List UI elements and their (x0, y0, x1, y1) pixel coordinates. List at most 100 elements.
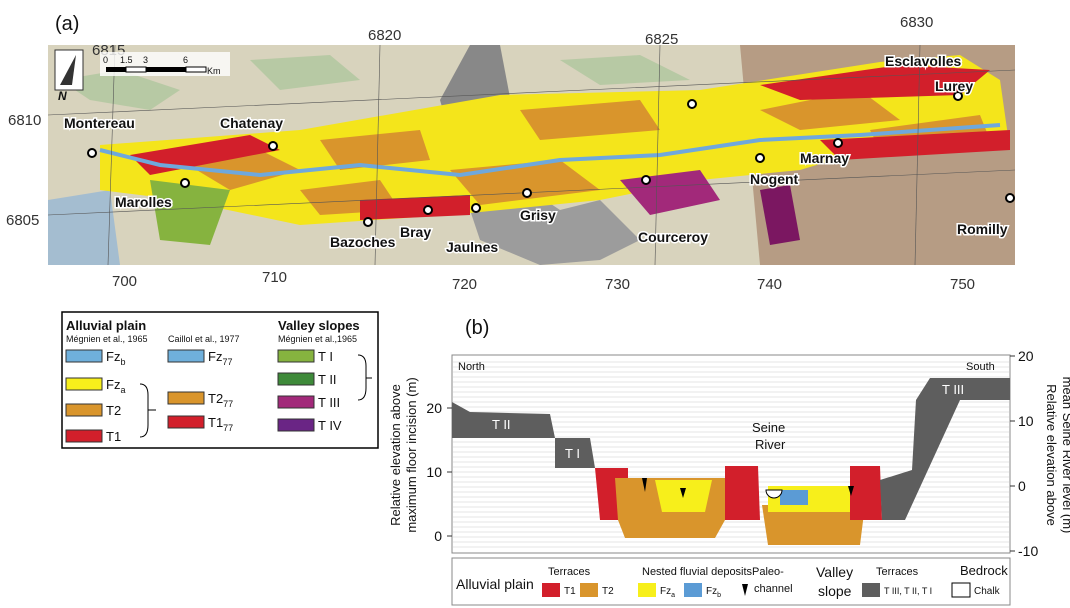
tick-label: -10 (1018, 543, 1038, 559)
river-label: Seine (752, 420, 785, 435)
t2-terrace (180, 90, 990, 215)
river-label: River (755, 437, 786, 452)
town-label: Montereau (64, 115, 135, 131)
grid-label: 6805 (6, 212, 39, 229)
alluvial-plain (100, 55, 1010, 225)
legend-item: Fz77 (208, 349, 232, 367)
legend-source: Mégnien et al., 1965 (66, 334, 148, 344)
legend-item: T II (318, 372, 337, 387)
legend-item: Fza (660, 586, 675, 599)
grid-label: 750 (950, 276, 975, 293)
north-label: North (458, 361, 485, 373)
t2 (762, 505, 865, 545)
legend-source: Caillol et al., 1977 (168, 334, 240, 344)
legend-heading: slope (818, 583, 852, 599)
panel-label: (a) (55, 13, 79, 35)
urban-area (48, 190, 120, 265)
right-axis: 20 10 0 -10 (1010, 348, 1038, 559)
legend-item: T IV (318, 418, 342, 433)
legend-source: Mégnien et al.,1965 (278, 334, 357, 344)
tick-label: 10 (426, 464, 442, 480)
legend-item: T177 (208, 415, 233, 433)
axis-label: Relative elevation above (388, 384, 403, 526)
legend-item: T2 (602, 586, 614, 597)
valley-slope-tiv (760, 185, 800, 245)
axis-label: maximum floor incision (m) (404, 377, 419, 532)
legend-item: T1 (564, 586, 576, 597)
south-label: South (966, 361, 995, 373)
terrace-tiii (880, 378, 1010, 520)
axis-label: mean Seine River level (m) (1060, 377, 1070, 534)
scale-tick: 3 (143, 55, 148, 65)
grid-label: 730 (605, 276, 630, 293)
town-label: Lurey (935, 78, 973, 94)
town-label: Nogent (750, 171, 799, 187)
grid-label: 6810 (8, 112, 41, 129)
grid-label: 720 (452, 276, 477, 293)
town-label: Chatenay (220, 115, 283, 131)
map-legend: Alluvial plain Mégnien et al., 1965 Cail… (61, 311, 379, 449)
scale-bar: 0 1.5 3 6 Km (100, 52, 230, 76)
map: (a) 6815 6820 6825 6830 6810 6805 700 71… (6, 13, 1016, 293)
town-label: Marnay (800, 150, 849, 166)
legend-item: T277 (208, 391, 233, 409)
grid-label: 710 (262, 269, 287, 286)
grid-label: 700 (112, 273, 137, 290)
tick-label: 0 (1018, 478, 1026, 494)
town-markers (87, 91, 1015, 227)
legend-heading: Alluvial plain (456, 576, 534, 592)
tick-label: 20 (1018, 348, 1034, 364)
terrace-label: T I (565, 446, 580, 461)
legend-heading: Nested fluvial deposits (642, 566, 753, 578)
town-label: Marolles (115, 194, 172, 210)
section-legend: Alluvial plain Terraces T1 T2 Nested flu… (451, 557, 1011, 606)
legend-heading: Valley (816, 564, 853, 580)
terrace-label: T III (942, 382, 964, 397)
town-label: Bazoches (330, 234, 396, 250)
t1 (850, 466, 882, 520)
legend-item: Chalk (974, 586, 1001, 597)
legend-heading: Bedrock (960, 563, 1008, 578)
valley-slope-ti (150, 180, 230, 245)
terrace-label: T II (492, 417, 511, 432)
paleo-channels (642, 478, 854, 498)
legend-heading: Valley slopes (278, 318, 360, 333)
grid-label: 740 (757, 276, 782, 293)
town-label: Grisy (520, 207, 556, 223)
grid-label: 6830 (900, 14, 933, 31)
fzb (780, 490, 808, 505)
scale-tick: 0 (103, 55, 108, 65)
left-axis: 0 10 20 (426, 400, 452, 544)
brace (139, 383, 156, 438)
legend-heading: Alluvial plain (66, 318, 146, 333)
legend-item: T1 (106, 429, 121, 444)
legend-item: T I (318, 349, 333, 364)
river-channel (765, 489, 783, 499)
legend-item: Fzb (706, 586, 721, 599)
legend-heading: channel (754, 583, 793, 595)
seine-river (99, 123, 1001, 178)
north-label: N (58, 89, 67, 103)
legend-item: T III (318, 395, 340, 410)
town-label: Courceroy (638, 229, 708, 245)
scale-tick: 6 (183, 55, 188, 65)
t1 (725, 466, 760, 520)
town-label: Esclavolles (885, 53, 961, 69)
town-label: Romilly (957, 221, 1008, 237)
town-label: Jaulnes (446, 239, 498, 255)
axis-label: Relative elevation above (1044, 384, 1059, 526)
tick-label: 10 (1018, 413, 1034, 429)
town-label: Bray (400, 224, 431, 240)
terrace-ti (555, 438, 595, 468)
legend-heading: Terraces (876, 566, 919, 578)
brace (357, 354, 372, 401)
scale-unit: Km (207, 66, 221, 76)
legend-item: Fza (106, 377, 125, 395)
legend-heading: Terraces (548, 566, 591, 578)
legend-item: T2 (106, 403, 121, 418)
legend-item: Fzb (106, 349, 125, 367)
north-arrow: N (54, 49, 84, 103)
legend-heading: Paleo- (752, 566, 784, 578)
terrace-tii (452, 402, 555, 438)
